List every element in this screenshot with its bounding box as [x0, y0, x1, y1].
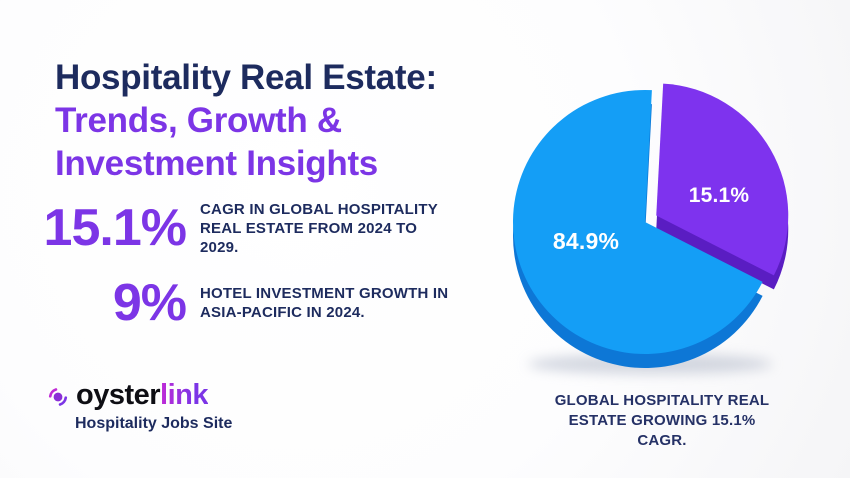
brand-wordmark: oysterlink [76, 379, 209, 412]
stat-description-hotel-investment: HOTEL INVESTMENT GROWTH IN ASIA-PACIFIC … [200, 285, 449, 321]
oysterlink-logo: oysterlink Hospitality Jobs Site [46, 379, 232, 433]
logo-tagline: Hospitality Jobs Site [75, 415, 233, 432]
page-title: Hospitality Real Estate: Trends, Growth … [55, 56, 437, 185]
chart-caption: GLOBAL HOSPITALITY REAL ESTATE GROWING 1… [554, 392, 770, 449]
pie-chart [487, 50, 833, 400]
title-line-accent-2: Investment Insights [55, 144, 378, 183]
pie-slice-label-minor: 15.1% [688, 184, 750, 207]
pie-chart-svg [512, 83, 789, 368]
stat-row-hotel-investment: 9% HOTEL INVESTMENT GROWTH IN ASIA-PACIF… [40, 274, 458, 332]
stat-value-hotel-investment: 9% [112, 274, 187, 332]
stat-value-cagr: 15.1% [43, 199, 187, 257]
pearl-icon [48, 387, 68, 406]
brand-part-oyster: oyster [76, 379, 161, 411]
brand-part-link: link [160, 379, 209, 411]
title-line-accent-1: Trends, Growth & [55, 101, 342, 140]
stat-description-cagr: CAGR IN GLOBAL HOSPITALITY REAL ESTATE F… [200, 200, 438, 256]
stat-row-cagr: 15.1% CAGR IN GLOBAL HOSPITALITY REAL ES… [40, 199, 458, 257]
pie-slice-label-major: 84.9% [552, 228, 620, 254]
title-line-primary: Hospitality Real Estate: [55, 58, 437, 97]
